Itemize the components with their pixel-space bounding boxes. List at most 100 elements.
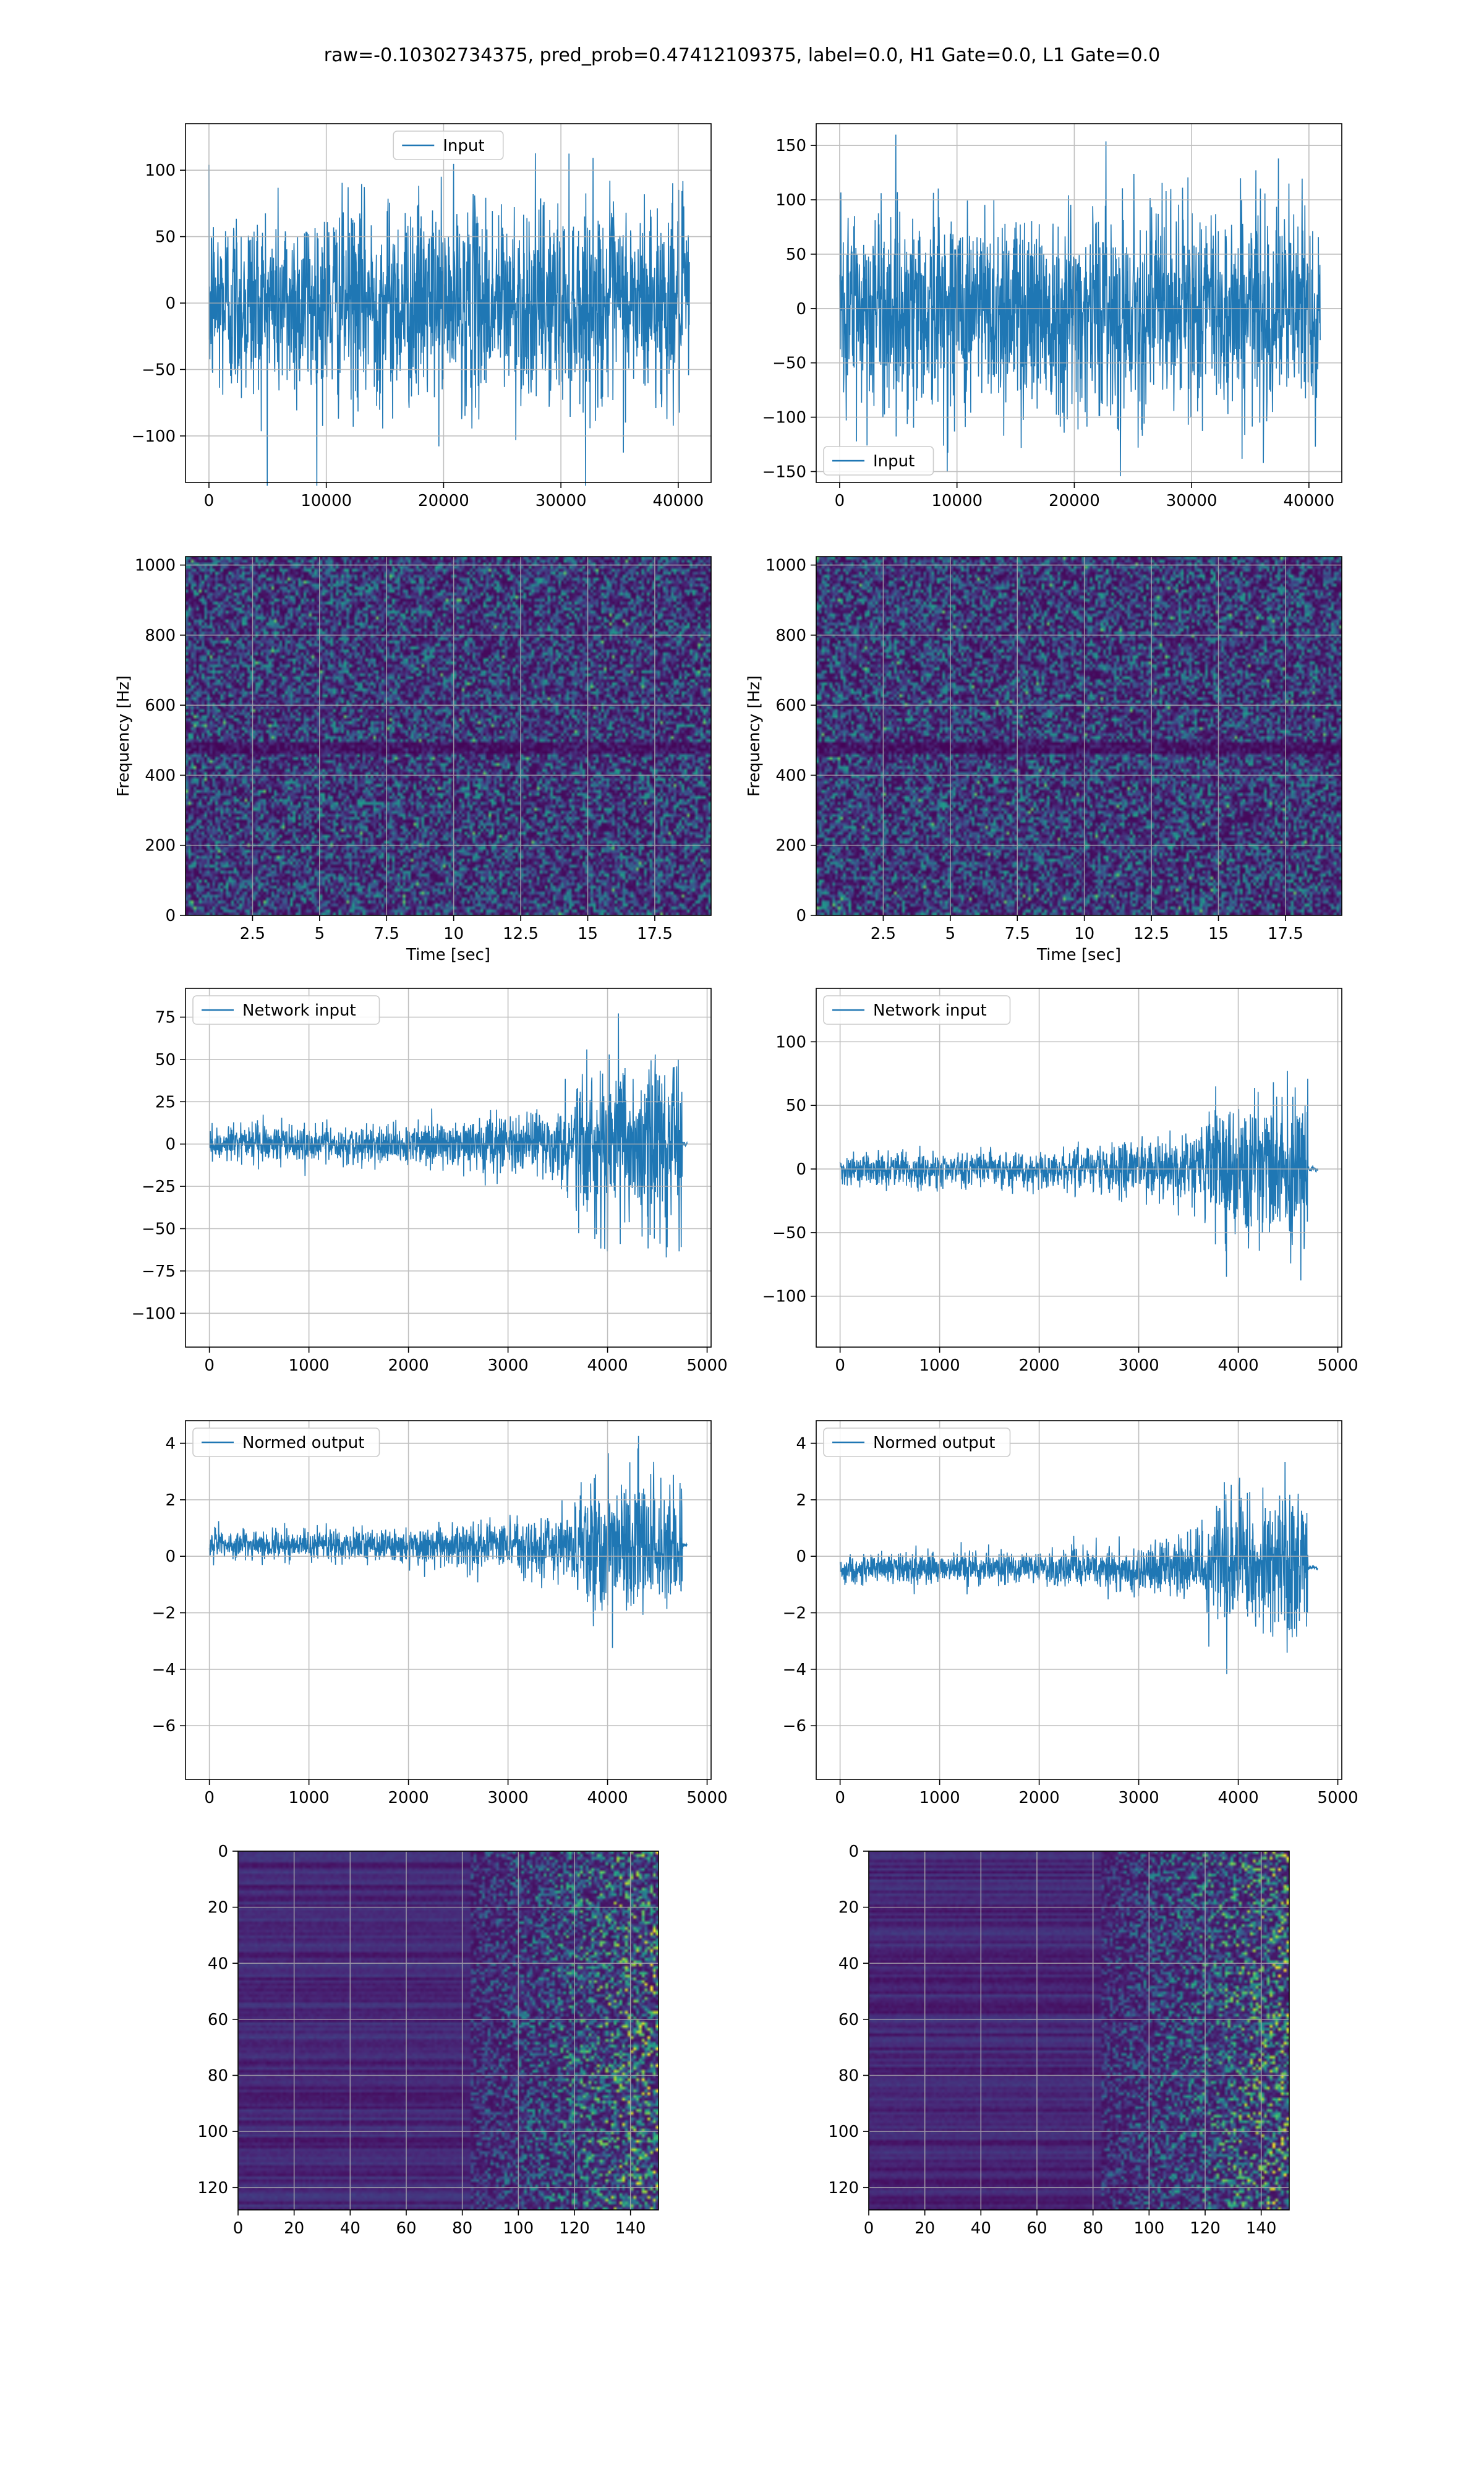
l1-feature-map-heatmap-cells	[869, 1851, 1289, 2210]
x-tick-label: 30000	[535, 492, 587, 510]
legend-label: Input	[443, 137, 484, 155]
y-tick-label: 20	[838, 1899, 859, 1917]
y-tick-label: 25	[155, 1093, 176, 1111]
x-tick-label: 12.5	[503, 925, 539, 943]
h1-network-input-frame	[185, 988, 712, 1348]
x-tick-label: 40	[971, 2219, 991, 2238]
y-axis-label: Frequency [Hz]	[114, 675, 133, 797]
l1-input-legend: Input	[823, 446, 934, 476]
y-tick-label: 0	[848, 1843, 859, 1861]
y-tick-label: −6	[152, 1717, 176, 1736]
l1-spectrogram-heatmap-cells	[816, 557, 1342, 915]
x-tick-label: 4000	[587, 1789, 628, 1807]
y-tick-label: 100	[828, 2123, 859, 2141]
h1-spectrogram-axes: 2.5 5 7.5 10 12.5 15 17.5 0 200 400 600 800 1000 Time…	[114, 556, 712, 964]
y-tick-label: 120	[828, 2179, 859, 2198]
h1-input-legend: Input	[393, 131, 504, 160]
y-tick-label: 50	[786, 1097, 806, 1115]
l1-spectrogram-axes: 2.5 5 7.5 10 12.5 15 17.5 0 200 400 600 800 1000 Time…	[745, 556, 1342, 964]
y-tick-label: −100	[132, 427, 176, 446]
x-tick-label: 20	[915, 2219, 935, 2238]
y-tick-label: 120	[197, 2179, 228, 2198]
l1-input-axes: 0 10000 20000 30000 40000 −150 −100 −50 0 50 100 15…	[762, 123, 1342, 510]
legend-box	[823, 995, 1011, 1025]
legend-box	[393, 131, 504, 160]
x-tick-label: 20000	[1049, 492, 1100, 510]
y-tick-label: 400	[775, 766, 806, 785]
y-tick-label: −50	[142, 1220, 176, 1238]
y-tick-label: 2	[165, 1491, 176, 1510]
legend-box	[823, 446, 934, 476]
legend-box	[192, 995, 380, 1025]
x-tick-label: 60	[1026, 2219, 1047, 2238]
x-tick-label: 1000	[289, 1356, 330, 1375]
x-tick-label: 10000	[931, 492, 983, 510]
y-tick-label: −50	[142, 361, 176, 379]
l1-normed-output-axes: 0 1000 2000 3000 4000 5000 −6 −4 −2 0 2 4 Normed out…	[783, 1420, 1358, 1807]
y-tick-label: 4	[165, 1435, 176, 1453]
l1-feature-map-frame	[868, 1851, 1290, 2211]
x-tick-label: 0	[204, 492, 215, 510]
y-tick-label: 100	[145, 161, 176, 180]
x-tick-label: 15	[1208, 925, 1229, 943]
x-tick-label: 0	[835, 1789, 845, 1807]
y-tick-label: 2	[796, 1491, 806, 1510]
x-tick-label: 7.5	[374, 925, 399, 943]
y-tick-label: −100	[132, 1304, 176, 1323]
x-tick-label: 5	[315, 925, 325, 943]
y-tick-label: 200	[775, 837, 806, 855]
l1-normed-output-frame	[816, 1420, 1342, 1780]
y-tick-label: 60	[838, 2011, 859, 2029]
y-tick-label: 0	[796, 907, 806, 925]
y-tick-label: 50	[155, 1051, 176, 1069]
y-tick-label: 0	[165, 907, 176, 925]
x-axis-label: Time [sec]	[406, 946, 490, 964]
x-axis-label: Time [sec]	[1036, 946, 1121, 964]
x-tick-label: 3000	[488, 1789, 529, 1807]
h1-feature-map-frame	[237, 1851, 659, 2211]
y-tick-label: 0	[165, 1136, 176, 1154]
l1-network-input-axes: 0 1000 2000 3000 4000 5000 −100 −50 0 50 100 Networ…	[762, 988, 1358, 1375]
y-tick-label: 150	[775, 137, 806, 155]
x-tick-label: 140	[1246, 2219, 1277, 2238]
y-tick-label: −75	[142, 1262, 176, 1281]
x-tick-label: 40000	[1284, 492, 1335, 510]
x-tick-label: 5000	[1317, 1789, 1358, 1807]
y-tick-label: 800	[145, 627, 176, 645]
y-tick-label: 0	[165, 1547, 176, 1566]
x-tick-label: 0	[233, 2219, 244, 2238]
y-tick-label: 0	[796, 300, 806, 319]
legend-label: Normed output	[242, 1434, 364, 1452]
h1-input-axes: 0 10000 20000 30000 40000 −100 −50 0 50 100 Input	[132, 123, 712, 510]
y-tick-label: 40	[208, 1954, 228, 1973]
x-tick-label: 5000	[1317, 1356, 1358, 1375]
x-tick-label: 17.5	[637, 925, 673, 943]
h1-network-input-legend: Network input	[192, 995, 380, 1025]
x-tick-label: 120	[1190, 2219, 1221, 2238]
x-tick-label: 0	[204, 1789, 215, 1807]
x-tick-label: 2.5	[871, 925, 896, 943]
y-tick-label: 20	[208, 1899, 228, 1917]
x-tick-label: 30000	[1166, 492, 1217, 510]
x-tick-label: 5	[945, 925, 956, 943]
h1-feature-map-axes: 0 20 40 60 80 100 120 140 0 20 40 60 80 100 120	[197, 1843, 659, 2238]
legend-label: Normed output	[873, 1434, 995, 1452]
x-tick-label: 4000	[1217, 1789, 1258, 1807]
x-tick-label: 140	[615, 2219, 646, 2238]
x-tick-label: 4000	[1217, 1356, 1258, 1375]
y-tick-label: 100	[197, 2123, 228, 2141]
x-tick-label: 40000	[653, 492, 704, 510]
x-tick-label: 20000	[418, 492, 469, 510]
l1-feature-map-axes: 0 20 40 60 80 100 120 140 0 20 40 60 80 100 120	[828, 1843, 1290, 2238]
figure-title: raw=-0.10302734375, pred_prob=0.47412109…	[323, 45, 1161, 66]
l1-input-grid	[816, 124, 1342, 482]
h1-feature-map-heatmap-cells	[238, 1851, 659, 2210]
x-tick-label: 3000	[488, 1356, 529, 1375]
x-tick-label: 5000	[686, 1789, 727, 1807]
y-tick-label: 40	[838, 1954, 859, 1973]
h1-network-input-axes: 0 1000 2000 3000 4000 5000 −100 −75 −50 −25 0 25 50 7…	[132, 988, 728, 1375]
x-tick-label: 80	[452, 2219, 472, 2238]
x-tick-label: 7.5	[1005, 925, 1030, 943]
h1-normed-output-legend: Normed output	[192, 1427, 380, 1457]
y-tick-label: −100	[762, 409, 806, 427]
